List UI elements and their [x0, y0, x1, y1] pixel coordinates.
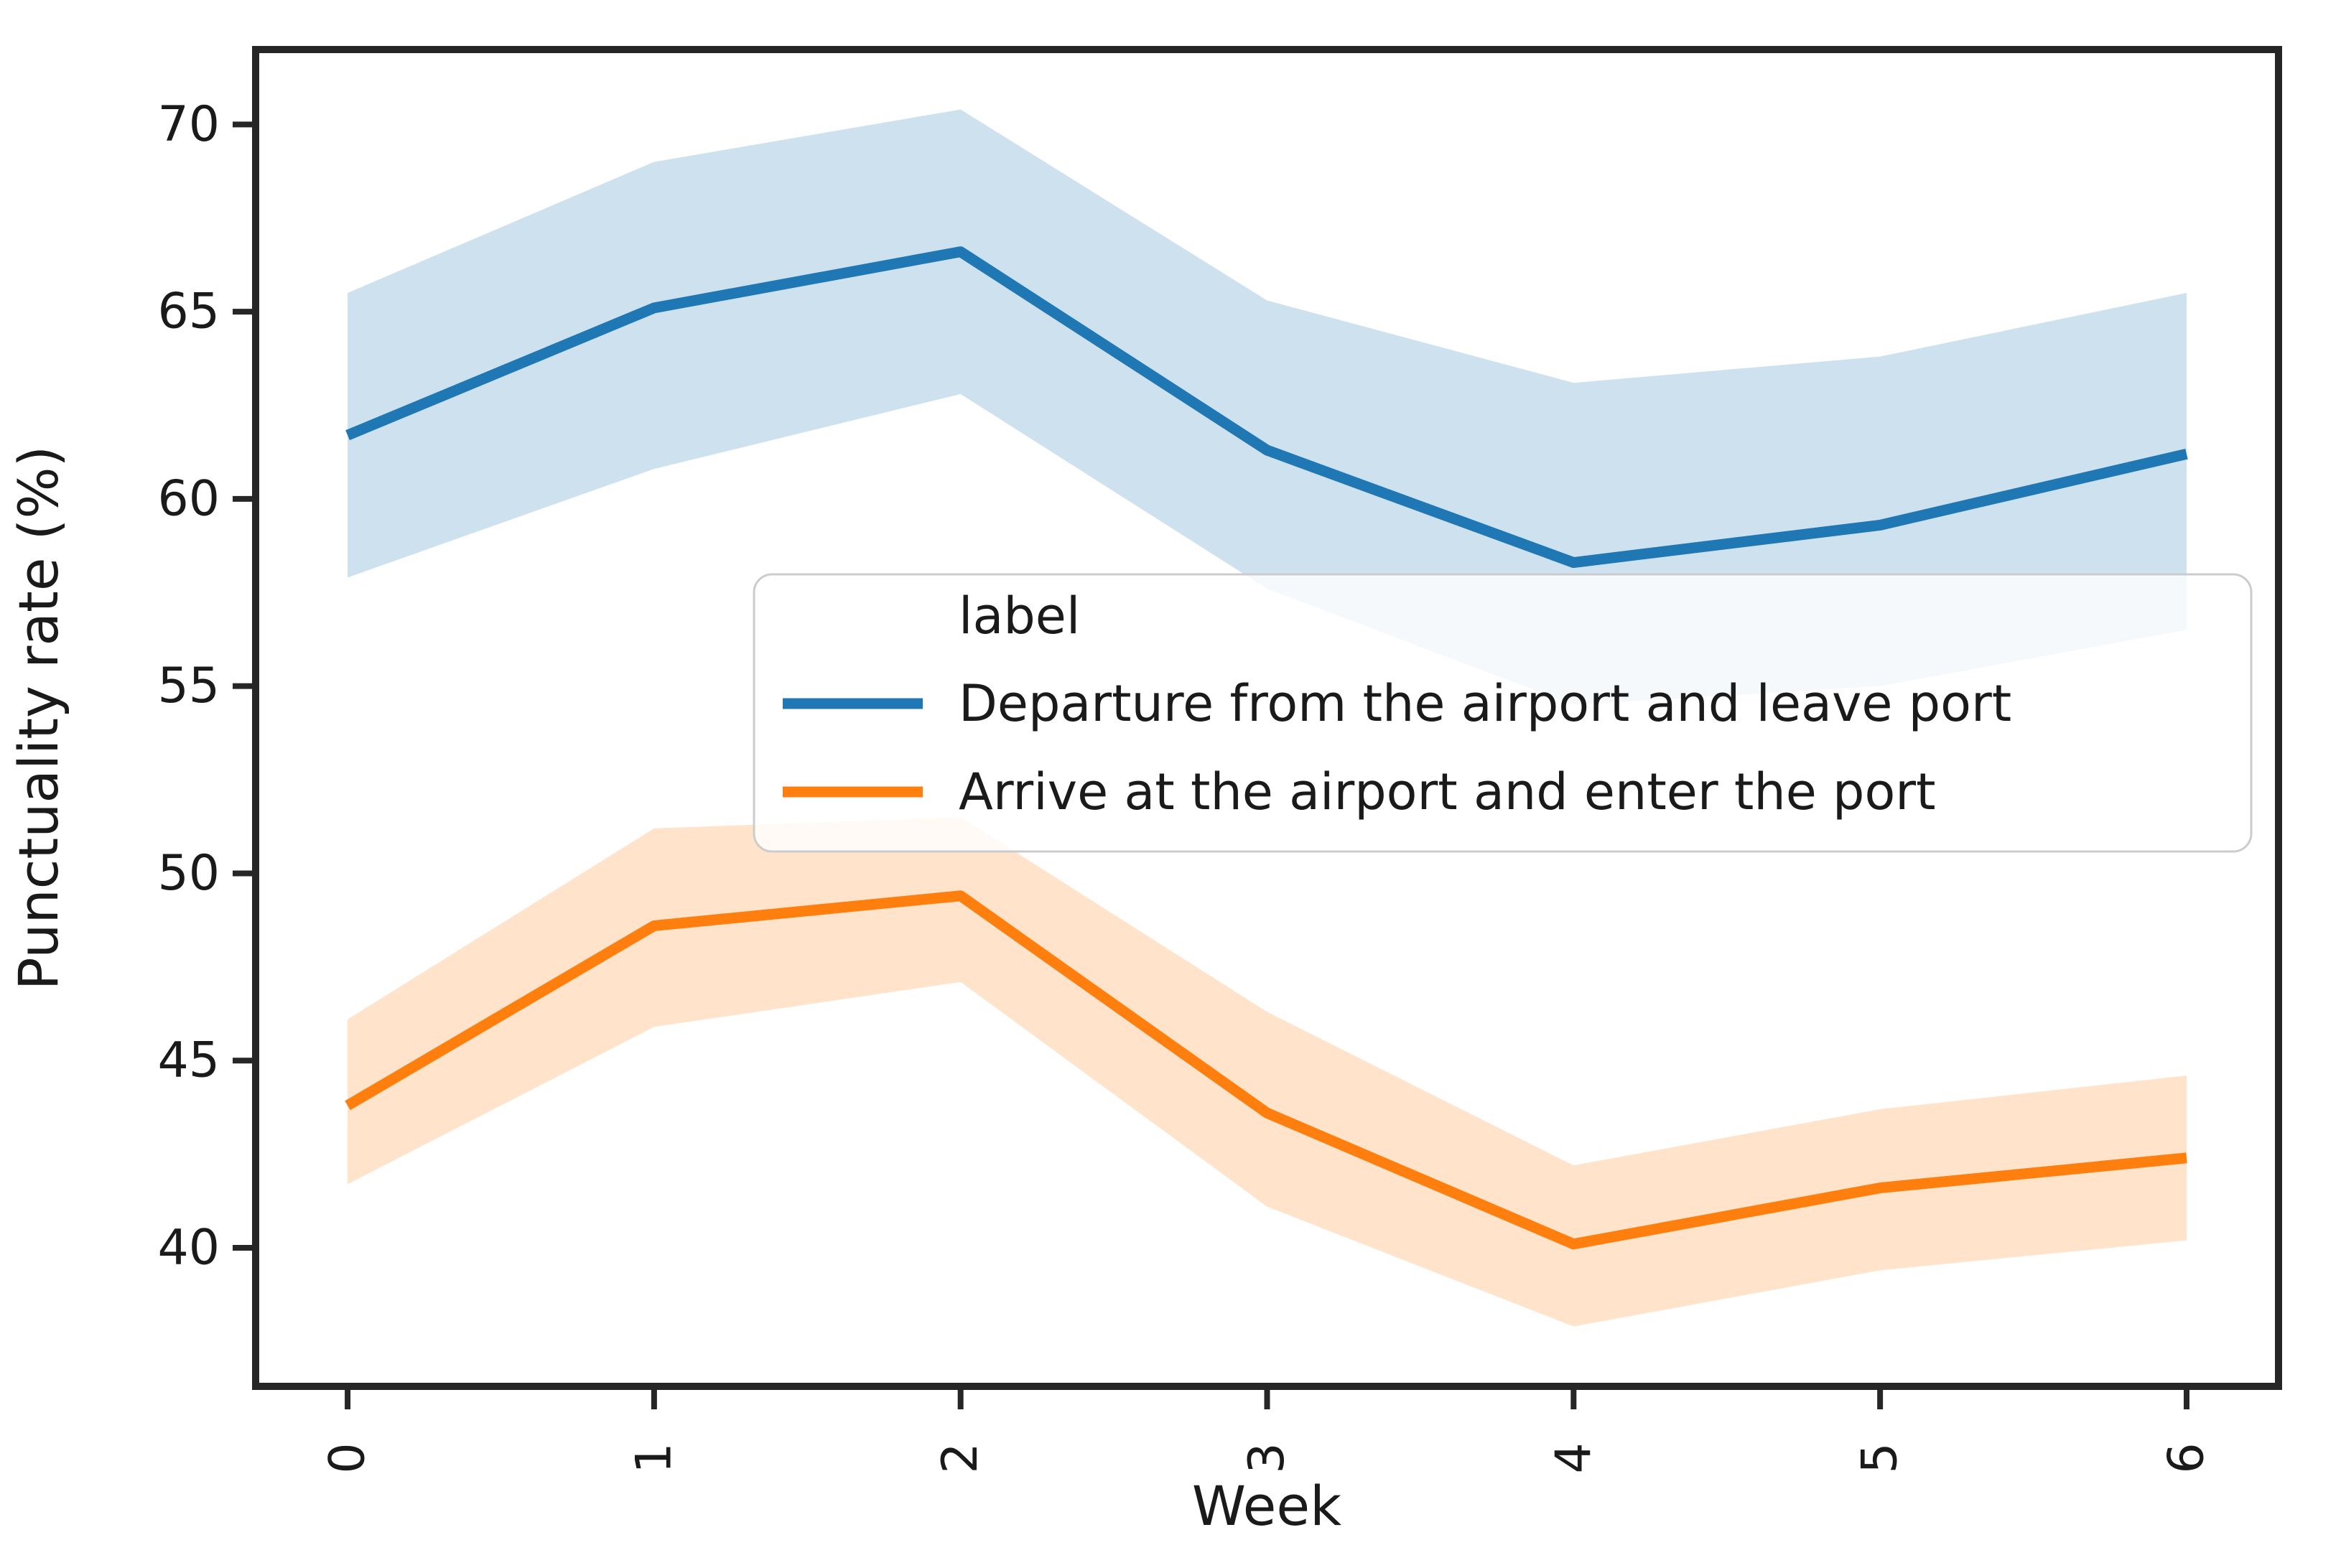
- series-line-0: [345, 246, 2188, 569]
- x-tick-label: 0: [320, 1442, 376, 1473]
- y-tick-label: 50: [157, 845, 220, 902]
- y-tick-label: 55: [157, 658, 220, 714]
- y-tick-label: 65: [157, 284, 220, 340]
- x-axis-ticks: 0 1 2 3 4 5 6: [320, 1386, 2215, 1474]
- x-tick-label: 3: [1239, 1442, 1295, 1473]
- y-tick-label: 40: [157, 1220, 220, 1277]
- x-axis-label: Week: [1192, 1474, 1341, 1538]
- legend-frame: [753, 573, 2253, 853]
- y-axis-label: Punctuality rate (%): [6, 446, 70, 990]
- legend: label Departure from the airport and leav…: [753, 573, 2253, 853]
- x-tick-label: 1: [625, 1442, 682, 1473]
- x-tick-label: 2: [932, 1442, 989, 1473]
- y-tick-label: 45: [157, 1032, 220, 1089]
- x-tick-label: 5: [1852, 1442, 1909, 1473]
- series-lines: [345, 246, 2188, 1250]
- confidence-bands: [348, 109, 2187, 1327]
- y-tick-label: 60: [157, 470, 220, 527]
- x-tick-label: 4: [1545, 1442, 1602, 1473]
- series-band-1: [348, 817, 2187, 1327]
- series-line-1: [345, 890, 2187, 1250]
- series-band-0: [348, 109, 2187, 705]
- y-tick-label: 70: [157, 96, 220, 153]
- legend-title: label: [959, 587, 1080, 645]
- legend-label-0: Departure from the airport and leave por…: [959, 674, 2011, 733]
- x-tick-label: 6: [2158, 1442, 2215, 1473]
- legend-label-1: Arrive at the airport and enter the port: [959, 762, 1936, 821]
- y-axis-ticks: 40 45 50 55 60 65 70: [157, 96, 256, 1277]
